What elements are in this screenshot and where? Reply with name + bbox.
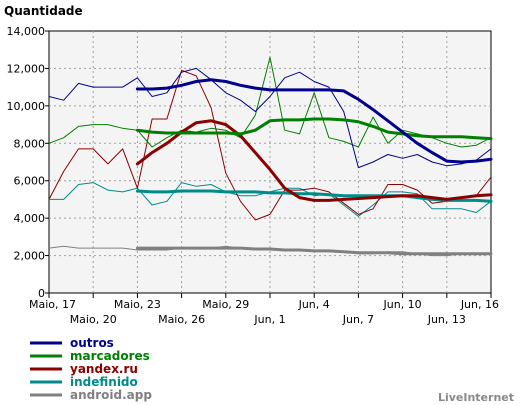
series-trend-marcadores [135,117,493,141]
x-axis: Maio, 17 Maio, 23 Maio, 29 Jun, 4 Jun, 10 Jun… [29,293,499,326]
legend-label: yandex.ru [70,362,138,376]
x-tick-label: Maio, 29 [202,298,249,311]
x-tick-label: Maio, 17 [29,298,76,311]
y-tick-label: 8,000 [14,137,46,150]
series-trend-outros [135,78,493,164]
x-tick-label: Jun, 4 [298,298,330,311]
x-tick-label: Jun, 1 [253,313,285,326]
y-axis: 0 2,000 4,000 6,000 8,000 10,000 12,000 14,000 [7,25,49,300]
y-tick-label: 0 [38,287,45,300]
x-tick-label: Maio, 20 [70,313,117,326]
x-tick-label: Maio, 23 [114,298,161,311]
x-tick-label: Maio, 26 [158,313,205,326]
brand-watermark: LiveInternet [438,391,514,404]
series-line-marcadores [48,56,492,148]
y-tick-label: 14,000 [7,25,46,38]
series-trend-indefinido [135,189,493,203]
y-tick-label: 2,000 [14,250,46,263]
y-tick-label: 6,000 [14,175,46,188]
y-tick-label: 10,000 [7,100,46,113]
legend-label: marcadores [70,349,150,363]
series-line-yandex-ru [48,69,492,221]
x-tick-label: Jun, 7 [342,313,374,326]
legend-label: outros [70,336,114,350]
legend: outrosmarcadoresyandex.ruindefinidoandro… [30,336,152,402]
y-tick-label: 12,000 [7,62,46,75]
series-trend-yandex-ru [135,119,493,202]
y-axis-title: Quantidade [4,4,83,18]
x-tick-label: Jun, 13 [427,313,466,326]
grid-lines [49,31,491,293]
x-tick-label: Jun, 16 [460,298,499,311]
legend-label: indefinido [70,375,138,389]
series-lines [48,56,493,257]
legend-label: android.app [70,388,152,402]
series-trend-android-app [135,246,493,256]
series-line-outros [48,67,492,169]
y-tick-label: 4,000 [14,212,46,225]
x-tick-label: Jun, 10 [383,298,422,311]
